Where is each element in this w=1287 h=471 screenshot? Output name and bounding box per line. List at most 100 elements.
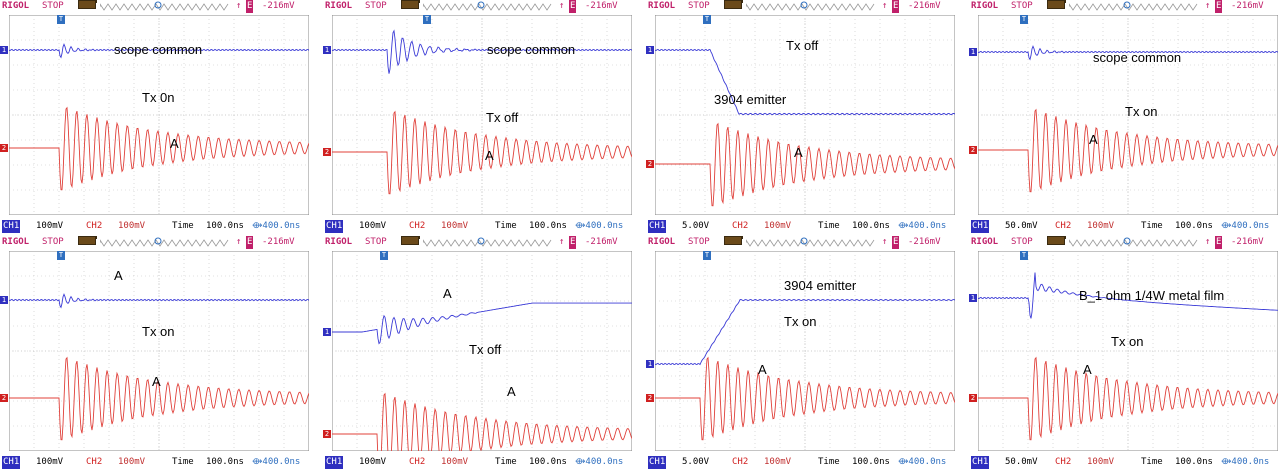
memory-icon-tip bbox=[1064, 0, 1066, 3]
trigger-source-badge: E bbox=[1215, 0, 1223, 13]
memory-icon bbox=[78, 0, 96, 9]
memory-icon-tip bbox=[95, 236, 97, 239]
trigger-edge-icon: ↑ bbox=[1205, 237, 1211, 247]
trigger-source-badge: E bbox=[892, 0, 900, 13]
trigger-edge-icon: ↑ bbox=[236, 237, 242, 247]
timebase-value: 100.0ns bbox=[206, 221, 244, 231]
annotation-label: scope common bbox=[114, 42, 203, 57]
ch1-tag[interactable]: CH1 bbox=[2, 220, 21, 233]
brand-label: RIGOL bbox=[325, 237, 353, 247]
trigger-offset-value: ⟴400.0ns bbox=[575, 221, 624, 231]
memory-icon bbox=[724, 0, 742, 9]
annotation-label: Tx off bbox=[469, 342, 502, 357]
timebase-value: 100.0ns bbox=[529, 221, 567, 231]
annotation-label: Tx off bbox=[786, 38, 819, 53]
ch1-tag[interactable]: CH1 bbox=[325, 220, 344, 233]
time-label: Time bbox=[1141, 221, 1163, 231]
trigger-offset-value: ⟴400.0ns bbox=[1221, 221, 1270, 231]
ch1-tag[interactable]: CH1 bbox=[971, 220, 990, 233]
ch1-tag[interactable]: CH1 bbox=[971, 456, 990, 469]
trigger-window-icon bbox=[1069, 1, 1198, 11]
trigger-source-badge: E bbox=[569, 0, 577, 13]
annotation-label: Tx 0n bbox=[142, 90, 175, 105]
ch1-trace bbox=[332, 302, 632, 345]
ch1-marker[interactable]: 1 bbox=[0, 296, 8, 304]
trigger-position-marker[interactable]: T bbox=[703, 15, 711, 24]
trigger-window-icon bbox=[100, 1, 229, 11]
trigger-position-marker[interactable]: T bbox=[1020, 251, 1028, 260]
ch2-trace bbox=[332, 110, 632, 195]
ch1-marker[interactable]: 1 bbox=[646, 360, 654, 368]
ch2-marker[interactable]: 2 bbox=[0, 144, 8, 152]
ch2-marker[interactable]: 2 bbox=[323, 430, 331, 438]
trigger-position-marker[interactable]: T bbox=[1020, 15, 1028, 24]
trigger-position-marker[interactable]: T bbox=[703, 251, 711, 260]
ch2-tag[interactable]: CH2 bbox=[409, 457, 426, 467]
annotation-label: A bbox=[1089, 132, 1098, 147]
ch1-tag[interactable]: CH1 bbox=[648, 456, 667, 469]
ch2-marker[interactable]: 2 bbox=[0, 394, 8, 402]
trigger-position-marker[interactable]: T bbox=[57, 15, 65, 24]
trigger-level-value: -216mV bbox=[908, 1, 941, 11]
trigger-position-marker[interactable]: T bbox=[380, 251, 388, 260]
trigger-position-marker[interactable]: T bbox=[57, 251, 65, 260]
ch2-tag[interactable]: CH2 bbox=[86, 221, 103, 231]
trigger-edge-icon: ↑ bbox=[882, 1, 888, 11]
ch2-scale-value: 100mV bbox=[441, 221, 469, 231]
ch2-trace bbox=[332, 392, 632, 451]
ch2-tag[interactable]: CH2 bbox=[732, 457, 749, 467]
ch1-marker[interactable]: 1 bbox=[323, 46, 331, 54]
ch2-tag[interactable]: CH2 bbox=[732, 221, 749, 231]
ch2-scale-value: 100mV bbox=[1087, 221, 1115, 231]
ch1-marker[interactable]: 1 bbox=[323, 328, 331, 336]
scope-settings-bar: CH1 100mV CH2 100mV Time 100.0ns ⟴400.0ns bbox=[323, 220, 641, 233]
memory-icon-tip bbox=[418, 0, 420, 3]
ch1-scale-value: 100mV bbox=[359, 221, 387, 231]
memory-icon-tip bbox=[95, 0, 97, 3]
ch1-marker[interactable]: 1 bbox=[0, 46, 8, 54]
waveform-display bbox=[655, 15, 955, 215]
ch2-trace bbox=[9, 106, 309, 191]
ch2-marker[interactable]: 2 bbox=[323, 148, 331, 156]
trigger-position-marker[interactable]: T bbox=[423, 15, 431, 24]
annotation-label: Tx on bbox=[1125, 104, 1158, 119]
annotation-label: A bbox=[507, 384, 516, 399]
run-state-label: STOP bbox=[688, 0, 710, 13]
ch2-tag[interactable]: CH2 bbox=[409, 221, 426, 231]
waveform-display bbox=[332, 15, 632, 215]
ch2-tag[interactable]: CH2 bbox=[1055, 221, 1072, 231]
run-state-label: STOP bbox=[42, 0, 64, 13]
ch1-tag[interactable]: CH1 bbox=[648, 220, 667, 233]
run-state-label: STOP bbox=[1011, 0, 1033, 13]
annotation-label: scope common bbox=[1093, 50, 1182, 65]
brand-label: RIGOL bbox=[325, 1, 353, 11]
trigger-window-icon bbox=[746, 237, 875, 247]
run-state-label: STOP bbox=[1011, 236, 1033, 249]
scope-status-bar: RIGOL STOP ↑ E -216mV bbox=[646, 236, 964, 249]
ch2-trace bbox=[655, 122, 955, 207]
timebase-value: 100.0ns bbox=[529, 457, 567, 467]
ch2-marker[interactable]: 2 bbox=[969, 146, 977, 154]
ch2-marker[interactable]: 2 bbox=[646, 160, 654, 168]
ch2-marker[interactable]: 2 bbox=[969, 394, 977, 402]
ch2-tag[interactable]: CH2 bbox=[1055, 457, 1072, 467]
timebase-value: 100.0ns bbox=[852, 221, 890, 231]
trigger-offset-value: ⟴400.0ns bbox=[898, 221, 947, 231]
scope-panel: RIGOL STOP ↑ E -216mV 1 2 T B_1 ohm 1/4W metal f… bbox=[969, 236, 1287, 469]
ch2-trace bbox=[655, 356, 955, 441]
scope-settings-bar: CH1 100mV CH2 100mV Time 100.0ns ⟴400.0ns bbox=[323, 456, 641, 469]
ch2-tag[interactable]: CH2 bbox=[86, 457, 103, 467]
ch1-trace bbox=[655, 299, 955, 366]
ch1-marker[interactable]: 1 bbox=[646, 46, 654, 54]
ch1-tag[interactable]: CH1 bbox=[325, 456, 344, 469]
ch1-marker[interactable]: 1 bbox=[969, 48, 977, 56]
ch1-tag[interactable]: CH1 bbox=[2, 456, 21, 469]
ch2-marker[interactable]: 2 bbox=[646, 394, 654, 402]
memory-icon-tip bbox=[741, 236, 743, 239]
scope-status-bar: RIGOL STOP ↑ E -216mV bbox=[969, 236, 1287, 249]
memory-icon bbox=[78, 236, 96, 245]
ch1-marker[interactable]: 1 bbox=[969, 294, 977, 302]
ch2-trace bbox=[9, 356, 309, 441]
scope-panel: RIGOL STOP ↑ E -216mV 1 2 T 3904 emitter Tx on A CH… bbox=[646, 236, 964, 469]
